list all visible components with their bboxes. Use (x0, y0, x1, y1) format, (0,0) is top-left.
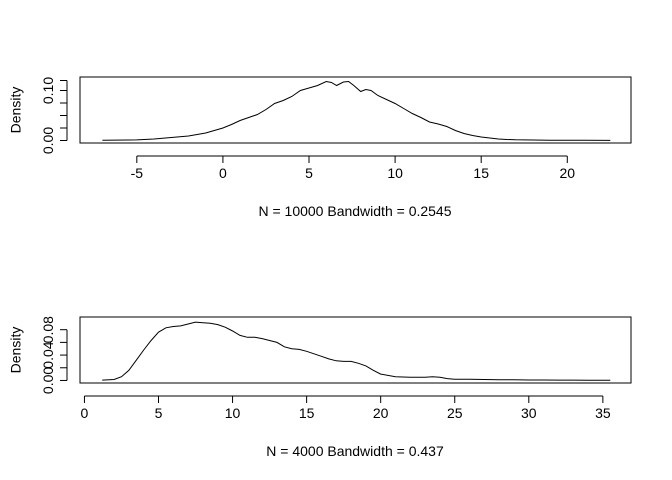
x-tick-label: 20 (373, 405, 389, 421)
y-tick-label: 0.00 (40, 127, 56, 154)
x-tick-label: 20 (560, 165, 576, 181)
plot-box (79, 76, 632, 144)
x-tick-label: 0 (219, 165, 227, 181)
x-axis-label: N = 4000 Bandwidth = 0.437 (266, 443, 444, 459)
x-axis-label: N = 10000 Bandwidth = 0.2545 (258, 203, 451, 219)
x-tick-label: -5 (131, 165, 144, 181)
x-tick-label: 35 (595, 405, 611, 421)
x-tick-label: 5 (305, 165, 313, 181)
x-tick-label: 10 (387, 165, 403, 181)
density-panel-bottom: 0 5 10 15 20 25 30 35 0.000.040.08 Density N = … (8, 316, 632, 459)
x-tick-label: 15 (473, 165, 489, 181)
y-axis-label: Density (8, 327, 24, 374)
density-panel-top: -5 0 5 10 15 20 0.00 0.10 Density N = 10000 Ba… (8, 76, 632, 219)
y-tick-label: 0.04 (40, 341, 56, 368)
x-axis: 0 5 10 15 20 25 30 35 (81, 395, 611, 421)
density-curve (102, 321, 611, 381)
plot-box (79, 316, 632, 384)
x-tick-label: 5 (155, 405, 163, 421)
x-tick-label: 10 (225, 405, 241, 421)
x-tick-label: 30 (521, 405, 537, 421)
y-axis-label: Density (8, 87, 24, 134)
y-axis: 0.000.040.08 (40, 316, 68, 394)
y-axis: 0.00 0.10 (40, 77, 68, 154)
y-tick-label: 0.00 (40, 367, 56, 394)
x-tick-label: 25 (447, 405, 463, 421)
y-tick-label: 0.10 (40, 77, 56, 104)
x-axis: -5 0 5 10 15 20 (131, 155, 576, 181)
x-tick-label: 15 (299, 405, 315, 421)
y-tick-label: 0.08 (40, 316, 56, 343)
x-tick-label: 0 (81, 405, 89, 421)
density-curve (102, 80, 611, 141)
